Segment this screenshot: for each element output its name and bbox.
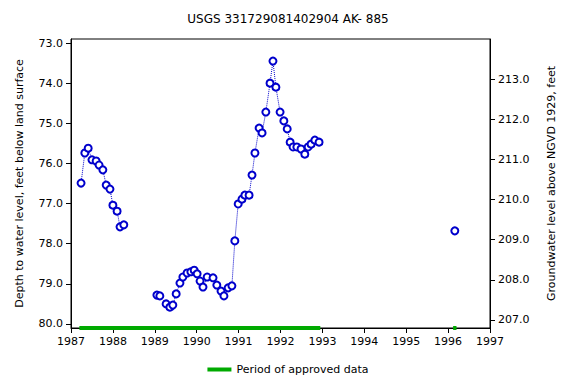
svg-text:Period of approved data: Period of approved data	[236, 363, 368, 376]
svg-text:1992: 1992	[267, 335, 295, 348]
svg-text:1990: 1990	[183, 335, 211, 348]
svg-text:USGS 331729081402904 AK- 885: USGS 331729081402904 AK- 885	[187, 12, 388, 26]
svg-text:80.0: 80.0	[39, 317, 64, 330]
svg-text:208.0: 208.0	[498, 273, 530, 286]
svg-text:1987: 1987	[57, 335, 85, 348]
svg-text:Depth to water level, feet bel: Depth to water level, feet below land su…	[13, 59, 26, 308]
svg-text:1991: 1991	[225, 335, 253, 348]
svg-text:78.0: 78.0	[39, 237, 64, 250]
svg-text:1993: 1993	[308, 335, 336, 348]
svg-text:210.0: 210.0	[498, 193, 530, 206]
svg-text:74.0: 74.0	[39, 77, 64, 90]
svg-text:212.0: 212.0	[498, 113, 530, 126]
svg-text:75.0: 75.0	[39, 117, 64, 130]
svg-text:1989: 1989	[141, 335, 169, 348]
svg-text:Groundwater level above NGVD 1: Groundwater level above NGVD 1929, feet	[545, 65, 558, 301]
svg-text:1996: 1996	[434, 335, 462, 348]
svg-text:1988: 1988	[99, 335, 127, 348]
svg-text:73.0: 73.0	[39, 37, 64, 50]
svg-text:1995: 1995	[392, 335, 420, 348]
svg-text:77.0: 77.0	[39, 197, 64, 210]
svg-text:209.0: 209.0	[498, 233, 530, 246]
svg-text:213.0: 213.0	[498, 73, 530, 86]
svg-text:1994: 1994	[350, 335, 378, 348]
svg-text:207.0: 207.0	[498, 313, 530, 326]
svg-text:1997: 1997	[476, 335, 504, 348]
svg-text:79.0: 79.0	[39, 277, 64, 290]
svg-text:211.0: 211.0	[498, 153, 530, 166]
svg-text:76.0: 76.0	[39, 157, 64, 170]
